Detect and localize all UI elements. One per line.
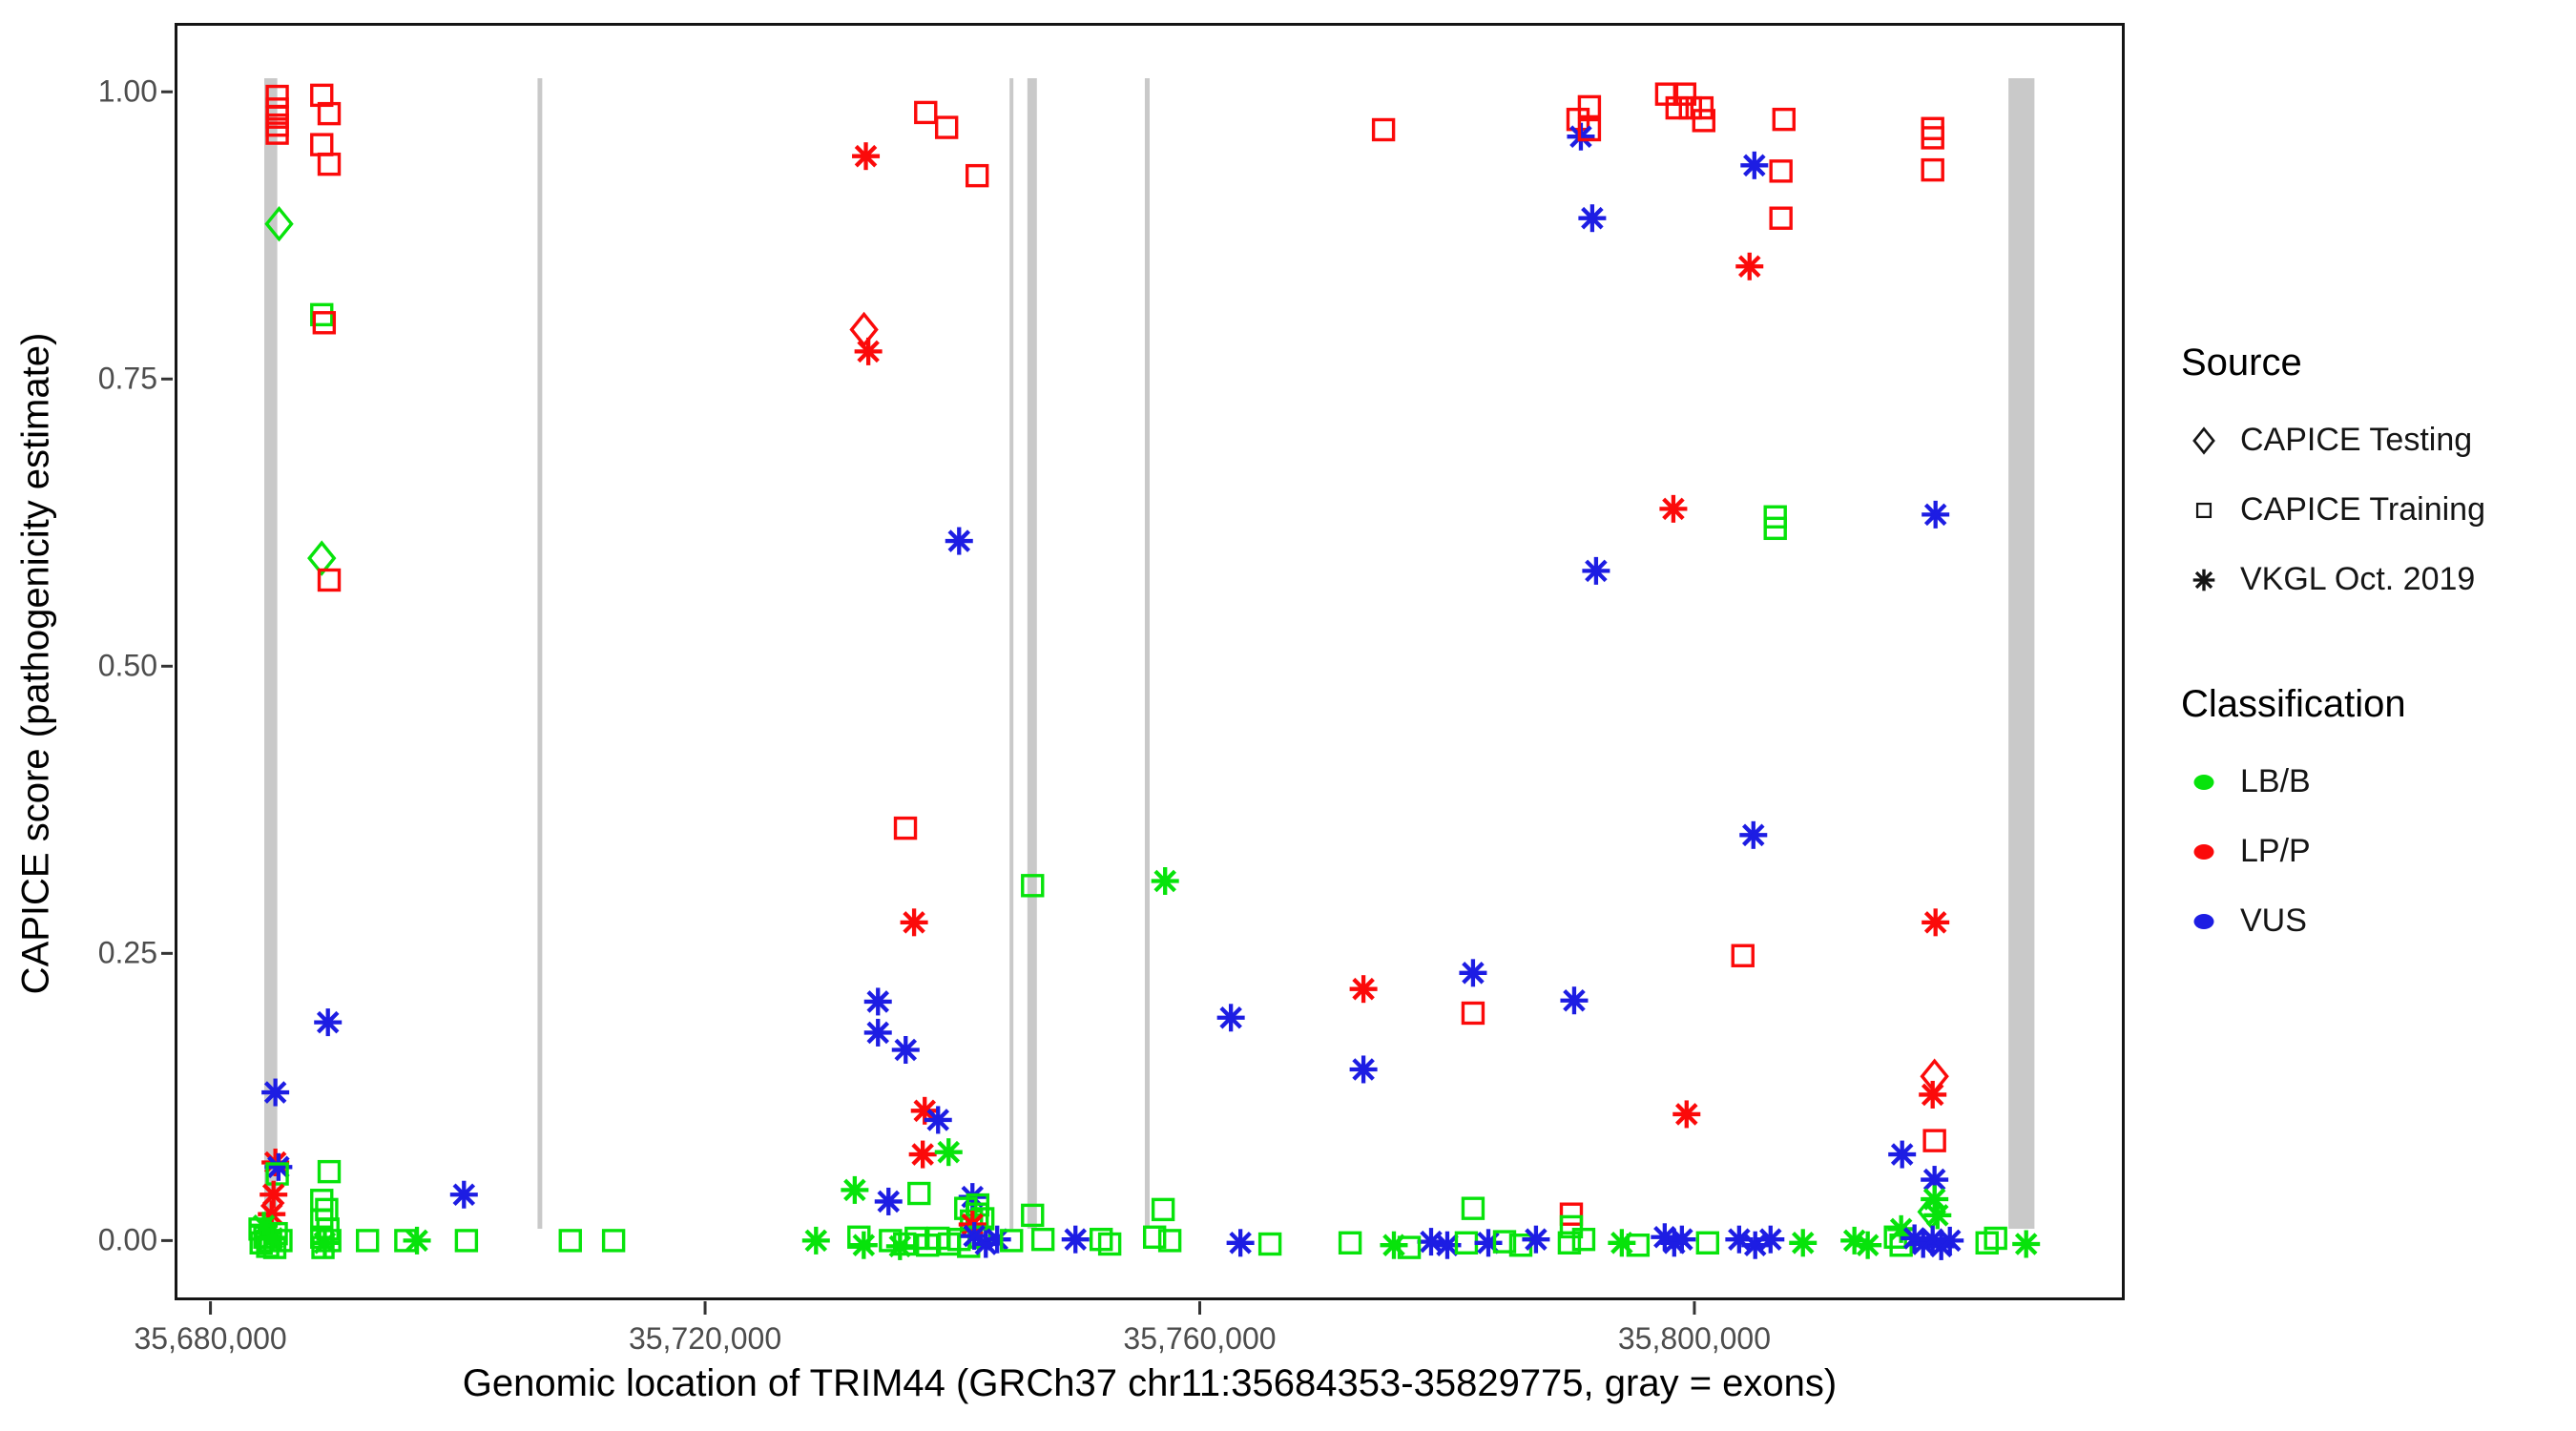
legend-item-lp-p: LP/P xyxy=(2181,817,2563,886)
legend-item-vkgl-oct-2019: VKGL Oct. 2019 xyxy=(2181,545,2563,614)
legend-classification-items: LB/B LP/P VUS xyxy=(2181,747,2563,956)
asterisk-icon xyxy=(2181,558,2236,602)
data-point xyxy=(2195,502,2212,518)
legend-item-lb-b: LB/B xyxy=(2181,747,2563,817)
legend-item-label: LB/B xyxy=(2240,763,2311,799)
legend-item-label: VKGL Oct. 2019 xyxy=(2240,561,2476,597)
x-tick-label: 35,800,000 xyxy=(1617,1321,1772,1356)
x-tick-label: 35,680,000 xyxy=(134,1321,287,1356)
y-tick-label: 1.00 xyxy=(97,73,157,109)
legend-item-vus: VUS xyxy=(2181,886,2563,956)
legend-classification-title: Classification xyxy=(2181,683,2406,725)
data-point xyxy=(2192,425,2215,455)
square-icon xyxy=(2181,488,2236,532)
legend-item-capice-testing: CAPICE Testing xyxy=(2181,405,2563,475)
color-dot-icon xyxy=(2181,760,2236,804)
y-tick-label: 0.25 xyxy=(97,935,157,970)
legend: Source CAPICE Testing CAPICE Training VKGL… xyxy=(2181,342,2563,956)
x-axis-title: Genomic location of TRIM44 (GRCh37 chr11… xyxy=(462,1362,1838,1404)
legend-item-capice-training: CAPICE Training xyxy=(2181,475,2563,545)
color-dot-icon xyxy=(2181,900,2236,944)
x-tick-label: 35,720,000 xyxy=(628,1321,782,1356)
legend-source-items: CAPICE Testing CAPICE Training VKGL Oct. 2… xyxy=(2181,405,2563,614)
legend-item-label: CAPICE Testing xyxy=(2240,422,2473,458)
legend-item-label: VUS xyxy=(2240,902,2307,939)
legend-source-title: Source xyxy=(2181,342,2302,384)
diamond-icon xyxy=(2181,419,2236,463)
y-tick-label: 0.75 xyxy=(97,361,157,396)
data-point xyxy=(2192,569,2215,591)
y-tick-label: 0.00 xyxy=(97,1222,157,1257)
legend-item-label: CAPICE Training xyxy=(2240,491,2485,528)
plot-panel xyxy=(175,23,2125,1300)
x-tick-label: 35,760,000 xyxy=(1123,1321,1277,1356)
color-dot-icon xyxy=(2181,830,2236,874)
y-tick-label: 0.50 xyxy=(97,648,157,683)
legend-item-label: LP/P xyxy=(2240,833,2311,869)
